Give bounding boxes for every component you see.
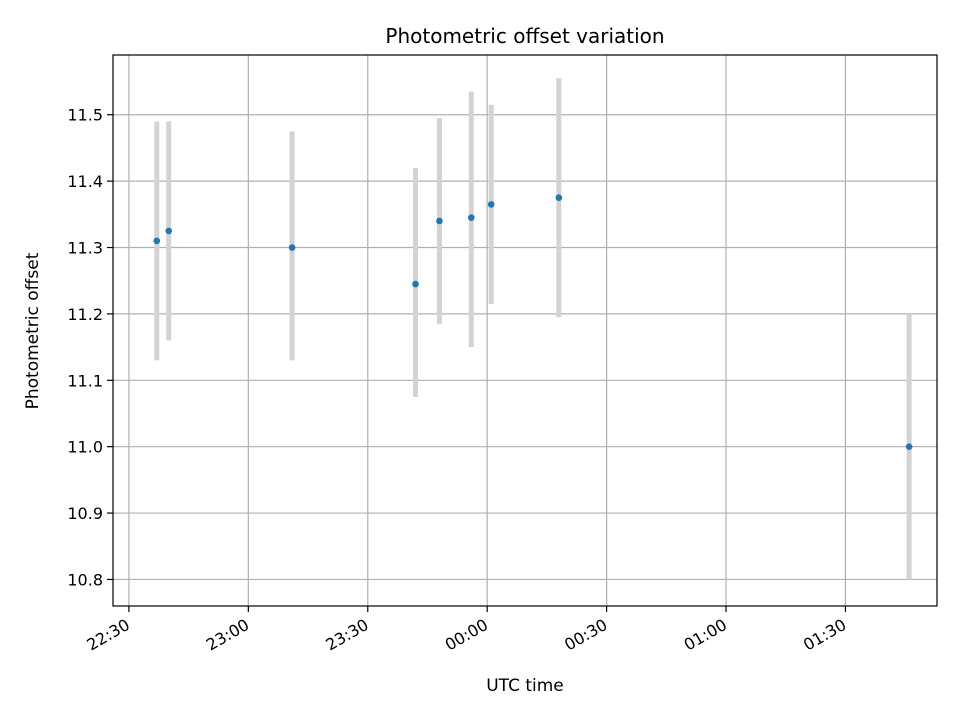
- data-point: [487, 201, 495, 208]
- plot-area-frame: [112, 54, 938, 607]
- y-axis-ticks: 10.8 10.9 11.0 11.1 11.2 11.3 11.4 11.5: [67, 106, 113, 589]
- chart-title: Photometric offset variation: [385, 24, 664, 48]
- y-axis-label: Photometric offset: [23, 252, 43, 409]
- data-point: [153, 237, 161, 245]
- y-tick-label: 11.0: [67, 438, 103, 457]
- x-axis-label: UTC time: [486, 676, 564, 696]
- y-tick-label: 10.9: [67, 504, 103, 523]
- data-point: [467, 214, 475, 221]
- y-tick-label: 11.4: [67, 172, 103, 191]
- y-tick-label: 11.5: [67, 106, 103, 125]
- y-tick-label: 11.2: [67, 305, 103, 324]
- data-markers: [153, 194, 913, 450]
- data-point: [165, 227, 173, 235]
- y-tick-label: 11.1: [67, 371, 103, 390]
- grid: [113, 55, 937, 606]
- y-tick-label: 10.8: [67, 570, 103, 589]
- data-point: [905, 443, 913, 450]
- data-point: [288, 244, 296, 251]
- data-point: [555, 194, 563, 202]
- data-point: [412, 280, 419, 288]
- data-point: [436, 217, 443, 225]
- y-tick-label: 11.3: [67, 239, 103, 258]
